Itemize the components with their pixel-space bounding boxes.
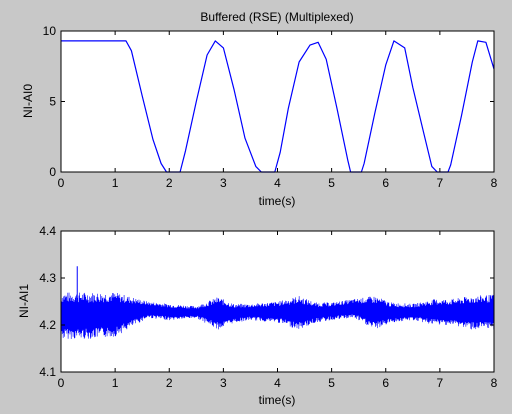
bottom-plot-x-tick-label: 8	[491, 376, 498, 390]
bottom-plot-y-tick-label: 4.2	[39, 318, 56, 332]
top-plot-y-tick-label: 5	[49, 95, 56, 109]
top-plot-x-tick-label: 6	[382, 176, 389, 190]
bottom-plot-x-tick-label: 6	[382, 376, 389, 390]
top-plot-x-tick-label: 4	[274, 176, 281, 190]
top-plot-title: Buffered (RSE) (Multiplexed)	[200, 10, 353, 24]
top-plot-y-tick-label: 0	[49, 165, 56, 179]
bottom-plot-y-tick-label: 4.1	[39, 365, 56, 379]
bottom-plot-x-tick-label: 5	[328, 376, 335, 390]
bottom-plot-series-group	[60, 266, 495, 339]
top-plot-x-tick-label: 3	[220, 176, 227, 190]
bottom-plot-x-tick-label: 0	[58, 376, 65, 390]
bottom-plot-x-tick-label: 3	[220, 376, 227, 390]
top-plot-x-ticks: 0 1 2 3 4 5 6 7 8	[58, 31, 498, 190]
top-plot-x-tick-label: 5	[328, 176, 335, 190]
top-plot: 0 1 2 3 4 5 6 7 8 0 5 10 Buffered (RSE) (Multiplex…	[21, 10, 498, 208]
top-plot-x-tick-label: 8	[491, 176, 498, 190]
top-plot-series-line	[61, 40, 495, 173]
top-plot-x-tick-label: 2	[166, 176, 173, 190]
bottom-plot-x-label: time(s)	[259, 393, 296, 407]
bottom-plot-y-tick-label: 4.4	[39, 224, 56, 238]
top-plot-series-group	[61, 40, 495, 173]
bottom-plot-y-ticks: 4.1 4.2 4.3 4.4	[39, 224, 494, 379]
bottom-plot-y-label: NI-AI1	[17, 284, 31, 318]
bottom-plot-x-tick-label: 4	[274, 376, 281, 390]
bottom-plot: 0 1 2 3 4 5 6 7 8 4.1 4.2 4.3 4.4 time(s) NI-AI1	[17, 224, 498, 407]
top-plot-x-tick-label: 7	[437, 176, 444, 190]
bottom-plot-y-tick-label: 4.3	[39, 271, 56, 285]
top-plot-x-label: time(s)	[259, 194, 296, 208]
top-plot-area	[61, 31, 494, 172]
bottom-plot-x-tick-label: 1	[112, 376, 119, 390]
bottom-plot-x-tick-label: 7	[437, 376, 444, 390]
top-plot-x-tick-label: 0	[58, 176, 65, 190]
top-plot-y-tick-label: 10	[43, 24, 57, 38]
top-plot-x-tick-label: 1	[112, 176, 119, 190]
top-plot-y-label: NI-AI0	[21, 84, 35, 118]
bottom-plot-x-ticks: 0 1 2 3 4 5 6 7 8	[58, 231, 498, 390]
bottom-plot-x-tick-label: 2	[166, 376, 173, 390]
bottom-plot-series-line	[60, 292, 495, 339]
top-plot-y-ticks: 0 5 10	[43, 24, 494, 179]
